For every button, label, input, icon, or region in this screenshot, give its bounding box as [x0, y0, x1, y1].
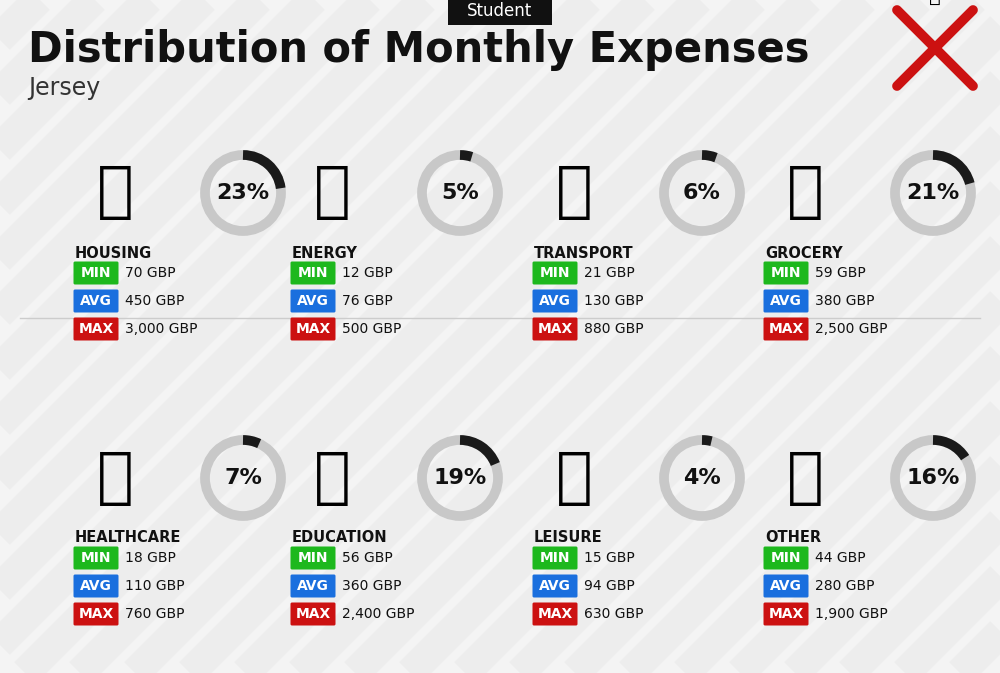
Text: 🏢: 🏢: [97, 164, 133, 223]
Text: 23%: 23%: [216, 183, 270, 203]
Text: 130 GBP: 130 GBP: [584, 294, 644, 308]
Text: AVG: AVG: [297, 579, 329, 593]
Text: AVG: AVG: [539, 294, 571, 308]
Text: 🛒: 🛒: [787, 164, 823, 223]
Text: 18 GBP: 18 GBP: [125, 551, 176, 565]
FancyBboxPatch shape: [532, 546, 578, 569]
Text: AVG: AVG: [539, 579, 571, 593]
Text: EDUCATION: EDUCATION: [292, 530, 388, 546]
Text: Student: Student: [467, 2, 533, 20]
Text: 2,400 GBP: 2,400 GBP: [342, 607, 415, 621]
Text: MIN: MIN: [771, 551, 801, 565]
Text: 280 GBP: 280 GBP: [815, 579, 874, 593]
FancyBboxPatch shape: [290, 289, 336, 312]
Text: 🚌: 🚌: [556, 164, 592, 223]
Text: MIN: MIN: [298, 551, 328, 565]
Text: 360 GBP: 360 GBP: [342, 579, 402, 593]
FancyBboxPatch shape: [448, 0, 552, 25]
Text: 44 GBP: 44 GBP: [815, 551, 866, 565]
Text: 19%: 19%: [433, 468, 487, 488]
FancyBboxPatch shape: [290, 575, 336, 598]
Text: 59 GBP: 59 GBP: [815, 266, 866, 280]
Text: MAX: MAX: [768, 322, 804, 336]
Text: 760 GBP: 760 GBP: [125, 607, 184, 621]
Text: 450 GBP: 450 GBP: [125, 294, 184, 308]
Text: 5%: 5%: [441, 183, 479, 203]
Text: AVG: AVG: [297, 294, 329, 308]
FancyBboxPatch shape: [764, 575, 808, 598]
Text: 500 GBP: 500 GBP: [342, 322, 401, 336]
Text: 🔌: 🔌: [314, 164, 350, 223]
Text: 380 GBP: 380 GBP: [815, 294, 874, 308]
FancyBboxPatch shape: [532, 575, 578, 598]
FancyBboxPatch shape: [74, 318, 119, 341]
FancyBboxPatch shape: [74, 575, 119, 598]
Text: HOUSING: HOUSING: [75, 246, 152, 260]
Text: AVG: AVG: [770, 294, 802, 308]
Text: MIN: MIN: [540, 551, 570, 565]
Text: 🎓: 🎓: [314, 448, 350, 507]
Text: MAX: MAX: [537, 607, 573, 621]
FancyBboxPatch shape: [764, 318, 808, 341]
Text: Distribution of Monthly Expenses: Distribution of Monthly Expenses: [28, 29, 810, 71]
Text: GROCERY: GROCERY: [765, 246, 843, 260]
FancyBboxPatch shape: [74, 546, 119, 569]
Text: 👛: 👛: [787, 448, 823, 507]
Text: 56 GBP: 56 GBP: [342, 551, 393, 565]
Text: MAX: MAX: [295, 607, 331, 621]
FancyBboxPatch shape: [74, 289, 119, 312]
Text: AVG: AVG: [770, 579, 802, 593]
Text: 6%: 6%: [683, 183, 721, 203]
Text: 4%: 4%: [683, 468, 721, 488]
FancyBboxPatch shape: [532, 262, 578, 285]
FancyBboxPatch shape: [290, 318, 336, 341]
Text: 2,500 GBP: 2,500 GBP: [815, 322, 888, 336]
Text: 15 GBP: 15 GBP: [584, 551, 635, 565]
Text: LEISURE: LEISURE: [534, 530, 603, 546]
Text: HEALTHCARE: HEALTHCARE: [75, 530, 181, 546]
Text: 🍦: 🍦: [929, 0, 941, 5]
Text: MIN: MIN: [81, 551, 111, 565]
Text: MIN: MIN: [298, 266, 328, 280]
Text: 76 GBP: 76 GBP: [342, 294, 393, 308]
Text: MAX: MAX: [768, 607, 804, 621]
Text: 21%: 21%: [906, 183, 960, 203]
FancyBboxPatch shape: [290, 262, 336, 285]
Text: MAX: MAX: [78, 322, 114, 336]
Text: 880 GBP: 880 GBP: [584, 322, 644, 336]
Text: 1,900 GBP: 1,900 GBP: [815, 607, 888, 621]
FancyBboxPatch shape: [74, 602, 119, 625]
Text: OTHER: OTHER: [765, 530, 821, 546]
FancyBboxPatch shape: [532, 318, 578, 341]
Text: 94 GBP: 94 GBP: [584, 579, 635, 593]
FancyBboxPatch shape: [532, 602, 578, 625]
Text: MIN: MIN: [771, 266, 801, 280]
FancyBboxPatch shape: [764, 546, 808, 569]
Text: AVG: AVG: [80, 579, 112, 593]
Text: AVG: AVG: [80, 294, 112, 308]
Text: MAX: MAX: [537, 322, 573, 336]
FancyBboxPatch shape: [290, 602, 336, 625]
Text: 110 GBP: 110 GBP: [125, 579, 185, 593]
Text: MIN: MIN: [81, 266, 111, 280]
Text: Jersey: Jersey: [28, 76, 100, 100]
FancyBboxPatch shape: [74, 262, 119, 285]
Text: 12 GBP: 12 GBP: [342, 266, 393, 280]
Text: 3,000 GBP: 3,000 GBP: [125, 322, 198, 336]
Text: 21 GBP: 21 GBP: [584, 266, 635, 280]
Text: TRANSPORT: TRANSPORT: [534, 246, 634, 260]
FancyBboxPatch shape: [290, 546, 336, 569]
Text: 630 GBP: 630 GBP: [584, 607, 644, 621]
Text: 70 GBP: 70 GBP: [125, 266, 176, 280]
Text: ENERGY: ENERGY: [292, 246, 358, 260]
FancyBboxPatch shape: [764, 289, 808, 312]
Text: MAX: MAX: [295, 322, 331, 336]
FancyBboxPatch shape: [532, 289, 578, 312]
Text: 💊: 💊: [97, 448, 133, 507]
Text: 🛍: 🛍: [556, 448, 592, 507]
FancyBboxPatch shape: [764, 262, 808, 285]
Text: MIN: MIN: [540, 266, 570, 280]
FancyBboxPatch shape: [764, 602, 808, 625]
Text: 16%: 16%: [906, 468, 960, 488]
